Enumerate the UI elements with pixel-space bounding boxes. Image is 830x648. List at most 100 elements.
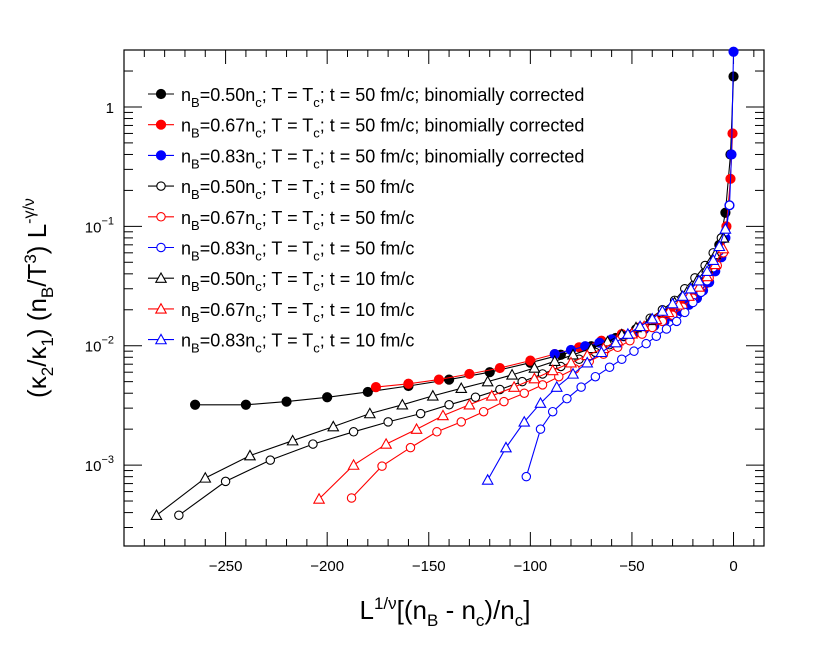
legend-label: nB=0.83nc; T = Tc; t = 10 fm/c (181, 331, 414, 356)
legend-marker (156, 242, 166, 253)
data-point (322, 392, 333, 403)
data-point (566, 348, 580, 360)
x-tick-label: 0 (729, 558, 737, 575)
legend-item: nB=0.83nc; T = Tc; t = 50 fm/c (148, 239, 414, 264)
data-point (348, 427, 359, 437)
data-point (383, 417, 393, 427)
series-9 (481, 222, 732, 485)
data-point (456, 417, 467, 427)
data-point (481, 473, 494, 485)
data-point (680, 307, 690, 318)
data-point (426, 389, 439, 401)
x-tick-label: −100 (513, 558, 547, 575)
data-point (585, 342, 598, 354)
legend-label: nB=0.50nc; T = Tc; t = 50 fm/c (181, 177, 414, 202)
data-point (463, 398, 476, 410)
data-point (327, 420, 340, 432)
legend-label: nB=0.50nc; T = Tc; t = 10 fm/c (181, 269, 414, 294)
data-point (362, 386, 373, 398)
data-point (443, 374, 455, 385)
data-point (656, 304, 669, 316)
legend-marker (156, 181, 166, 191)
x-tick-label: −150 (412, 558, 446, 575)
legend-marker (154, 271, 168, 283)
legend-item: nB=0.83nc; T = Tc; t = 10 fm/c (148, 331, 414, 356)
data-point (671, 316, 682, 327)
axis-ticks: −250 −200 −150 −100 −50 0 10−3 10−2 10−1 1 (85, 49, 764, 575)
data-point (717, 231, 730, 243)
data-point (370, 382, 382, 393)
data-point (566, 367, 580, 379)
data-point (719, 222, 732, 234)
legend-label: nB=0.67nc; T = Tc; t = 10 fm/c (181, 300, 414, 325)
data-point (432, 427, 442, 437)
data-point (629, 346, 639, 356)
data-point (499, 441, 513, 453)
legend-item: nB=0.50nc; T = Tc; t = 50 fm/c (148, 177, 414, 202)
legend-marker (154, 333, 168, 345)
data-point (190, 399, 201, 410)
data-point (617, 354, 627, 365)
data-point (519, 388, 530, 398)
data-point (410, 422, 423, 434)
x-tick-label: −50 (619, 558, 644, 575)
data-point (485, 389, 498, 401)
legend-label: nB=0.83nc; T = Tc; t = 50 fm/c (181, 239, 414, 264)
data-series (150, 46, 739, 521)
legend-item: nB=0.67nc; T = Tc; t = 10 fm/c (148, 300, 414, 325)
data-point (726, 149, 737, 160)
legend-item: nB=0.83nc; T = Tc; t = 50 fm/c; binomial… (148, 146, 584, 171)
data-point (346, 493, 357, 503)
data-point (641, 338, 651, 349)
data-point (150, 508, 163, 520)
data-point (444, 400, 454, 410)
data-point (415, 408, 426, 419)
legend: nB=0.50nc; T = Tc; t = 50 fm/c; binomial… (148, 85, 584, 356)
data-point (692, 280, 706, 292)
legend-marker (154, 302, 168, 314)
legend-label: nB=0.67nc; T = Tc; t = 50 fm/c (181, 208, 414, 233)
data-point (666, 297, 679, 309)
data-point (403, 378, 414, 389)
data-point (396, 398, 409, 410)
data-point (604, 362, 615, 373)
data-point (525, 355, 536, 366)
data-point (455, 381, 468, 393)
data-point (676, 289, 689, 301)
data-point (562, 393, 572, 404)
data-point (646, 312, 659, 324)
y-tick-label: 1 (106, 100, 114, 117)
data-point (528, 372, 541, 384)
data-point (243, 449, 257, 461)
data-point (199, 471, 212, 483)
data-point (499, 396, 509, 407)
data-point (546, 364, 559, 376)
y-tick-label: 10−3 (85, 454, 114, 475)
data-point (436, 409, 450, 421)
legend-marker (156, 212, 166, 222)
data-point (535, 424, 546, 434)
data-point (621, 327, 635, 339)
data-point (220, 476, 231, 487)
data-point (661, 324, 672, 334)
data-point (265, 455, 276, 465)
legend-item: nB=0.67nc; T = Tc; t = 50 fm/c; binomial… (148, 116, 584, 141)
legend-label: nB=0.50nc; T = Tc; t = 50 fm/c; binomial… (181, 85, 584, 110)
data-point (405, 442, 416, 453)
legend-item: nB=0.50nc; T = Tc; t = 50 fm/c; binomial… (148, 85, 584, 110)
data-point (633, 320, 647, 332)
data-point (377, 461, 387, 471)
legend-marker (155, 150, 167, 161)
data-point (576, 382, 586, 392)
data-point (692, 274, 706, 286)
data-point (707, 253, 720, 265)
data-point (379, 437, 393, 449)
legend-item: nB=0.67nc; T = Tc; t = 50 fm/c (148, 208, 414, 233)
series-line (375, 133, 734, 388)
data-point (651, 331, 662, 342)
data-point (308, 439, 318, 449)
data-point (470, 392, 481, 403)
data-point (312, 492, 326, 504)
x-tick-label: −200 (310, 558, 344, 575)
